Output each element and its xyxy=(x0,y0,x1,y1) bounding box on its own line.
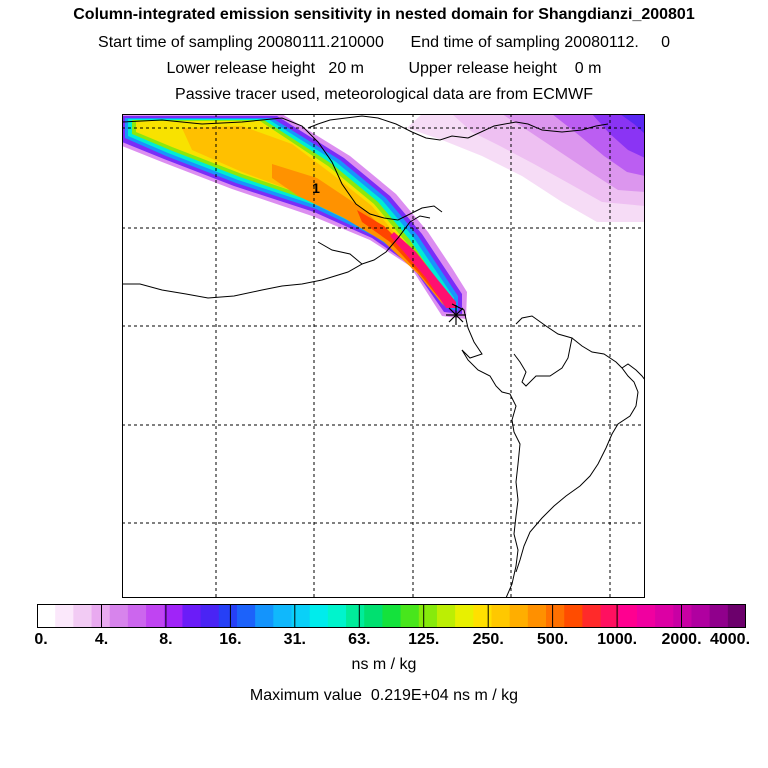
emission-sensitivity-map: 1 xyxy=(122,114,645,598)
receptor-star-marker xyxy=(446,305,466,325)
colorbar-cell xyxy=(655,604,674,628)
colorbar-tick-label: 500. xyxy=(537,631,569,648)
start-time-label: Start time of sampling xyxy=(98,34,253,51)
map-frame xyxy=(122,114,645,598)
colorbar-cell xyxy=(509,604,529,628)
colorbar-tick-label: 125. xyxy=(408,631,440,648)
colorbar-cell xyxy=(327,604,347,628)
colorbar-cell xyxy=(582,604,602,628)
colorbar-cell xyxy=(709,604,729,628)
colorbar-tick-label: 2000. xyxy=(661,631,702,648)
colorbar-cell xyxy=(473,604,493,628)
colorbar-cells xyxy=(37,604,746,628)
colorbar-tick-label: 8. xyxy=(159,631,173,648)
maximum-value-number: 0.219E+04 xyxy=(370,687,449,704)
colorbar-cell xyxy=(255,604,274,628)
plume-label: 1 xyxy=(312,180,320,196)
maximum-value-units: ns m / kg xyxy=(453,687,519,704)
colorbar-cell xyxy=(37,604,56,628)
colorbar-cell xyxy=(291,604,311,628)
lower-release-label: Lower release height xyxy=(166,60,316,77)
colorbar xyxy=(37,604,746,628)
colorbar-cell xyxy=(236,604,256,628)
sensitivity-field-ne xyxy=(407,114,645,222)
colorbar-cell xyxy=(636,604,656,628)
colorbar-cell xyxy=(436,604,456,628)
colorbar-cell xyxy=(182,604,202,628)
colorbar-cell xyxy=(346,604,365,628)
colorbar-cell xyxy=(127,604,147,628)
upper-release-value: 0 m xyxy=(574,60,602,77)
colorbar-cell xyxy=(55,604,74,628)
colorbar-cell xyxy=(164,604,184,628)
colorbar-units: ns m / kg xyxy=(351,656,417,673)
sampling-times: Start time of sampling 20080111.210000 E… xyxy=(0,34,768,52)
colorbar-cell xyxy=(273,604,293,628)
colorbar-cell xyxy=(91,604,111,628)
colorbar-tick-label: 0. xyxy=(34,631,48,648)
colorbar-cell xyxy=(673,604,693,628)
colorbar-cell xyxy=(109,604,129,628)
end-time-value: 20080112. xyxy=(564,34,639,51)
colorbar-cell xyxy=(527,604,547,628)
end-time-label: End time of sampling xyxy=(410,34,560,51)
colorbar-tick-label: 31. xyxy=(283,631,306,648)
colorbar-cell xyxy=(73,604,93,628)
lower-release-value: 20 m xyxy=(328,60,364,77)
sensitivity-plume xyxy=(122,114,467,319)
colorbar-cell xyxy=(727,604,746,628)
release-heights: Lower release height 20 m Upper release … xyxy=(0,60,768,78)
colorbar-cell xyxy=(400,604,420,628)
colorbar-cell xyxy=(618,604,638,628)
tracer-note: Passive tracer used, meteorological data… xyxy=(175,86,593,103)
colorbar-cell xyxy=(691,604,711,628)
start-time-value: 20080111.210000 xyxy=(257,34,384,51)
colorbar-tick-label: 250. xyxy=(472,631,504,648)
colorbar-cell xyxy=(309,604,329,628)
colorbar-tick-label: 16. xyxy=(219,631,242,648)
colorbar-tick-label: 4000. xyxy=(709,631,751,648)
coastlines-borders xyxy=(122,115,645,598)
colorbar-cell xyxy=(418,604,438,628)
colorbar-tick-label: 4. xyxy=(94,631,109,648)
upper-release-label: Upper release height xyxy=(408,60,557,77)
colorbar-cell xyxy=(364,604,384,628)
colorbar-cell xyxy=(455,604,474,628)
end-time-value-2: 0 xyxy=(661,34,670,51)
colorbar-tick-label: 63. xyxy=(348,631,371,648)
colorbar-cell xyxy=(382,604,402,628)
colorbar-frame xyxy=(37,604,746,628)
colorbar-cell xyxy=(546,604,565,628)
colorbar-cell xyxy=(218,604,238,628)
colorbar-tick-label: 1000. xyxy=(597,631,638,648)
colorbar-cell xyxy=(146,604,165,628)
maximum-value-label: Maximum value xyxy=(249,687,362,704)
colorbar-cell xyxy=(491,604,511,628)
colorbar-cell xyxy=(600,604,620,628)
figure-title: Column-integrated emission sensitivity i… xyxy=(73,6,695,23)
lat-lon-grid xyxy=(122,114,645,598)
maximum-value: Maximum value 0.219E+04 ns m / kg xyxy=(0,687,768,705)
colorbar-dividers xyxy=(101,604,682,628)
colorbar-cell xyxy=(200,604,220,628)
colorbar-cell xyxy=(564,604,583,628)
